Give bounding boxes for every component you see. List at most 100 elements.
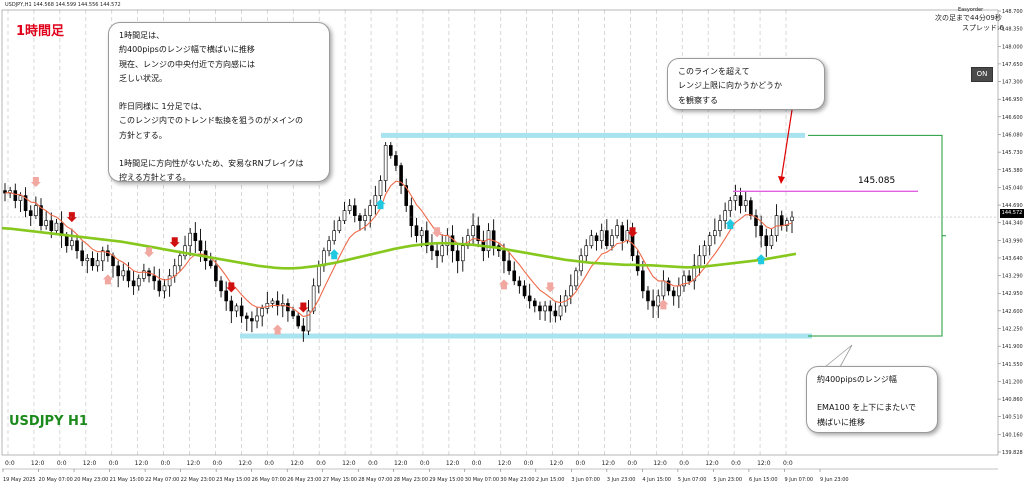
candle-body [620, 225, 625, 242]
candle-body [414, 225, 419, 237]
spread-readout: スプレッド:6 [962, 24, 1004, 32]
candle-body [733, 195, 738, 201]
x-tick-label: 4 Jun 15:00 [642, 477, 671, 483]
candle-body [301, 325, 306, 332]
faded-signal-arrow [658, 299, 669, 310]
candle-body [471, 225, 475, 237]
candle-body [162, 285, 167, 292]
candle-body [358, 215, 362, 221]
y-tick-label: 145.730 [1002, 150, 1023, 156]
y-tick-label: 142.600 [1002, 309, 1023, 315]
sell-arrow [169, 237, 180, 248]
candle-body [327, 240, 331, 252]
candle-body [527, 295, 532, 302]
candle-body [193, 232, 198, 242]
candle-body [208, 260, 213, 267]
time-tick-label: 0:0 [109, 460, 119, 467]
x-tick-label: 23 May 15:00 [216, 477, 250, 483]
analysis-line: 1時間足は、 [119, 31, 165, 40]
time-tick-label: 0:0 [57, 460, 67, 467]
x-tick-label: 20 May 23:00 [74, 477, 108, 483]
candle-body [723, 210, 727, 221]
y-tick-label: 140.860 [1002, 397, 1023, 403]
candle-body [255, 315, 259, 322]
time-tick-label: 12:0 [290, 460, 304, 467]
time-tick-label: 12:0 [187, 460, 201, 467]
buy-arrow [329, 249, 340, 260]
ea-name: Easyorder [958, 7, 984, 13]
time-tick-label: 12:0 [705, 460, 719, 467]
candle-body [368, 205, 373, 216]
candle-body [352, 205, 357, 216]
ea-toggle-button[interactable]: ON [971, 67, 993, 82]
x-tick-label: 26 May 07:00 [252, 477, 286, 483]
x-tick-label: 5 Jun 07:00 [678, 477, 707, 483]
candle-body [476, 225, 481, 242]
analysis-line: 方針とする。 [119, 130, 167, 140]
y-tick-label: 141.900 [1002, 344, 1023, 350]
candle-body [656, 295, 661, 307]
candle-body [682, 275, 686, 287]
candle-body [594, 235, 599, 242]
candle-body [64, 235, 69, 247]
candle-body [316, 265, 321, 287]
candle-body [157, 280, 162, 292]
y-tick-label: 142.950 [1002, 291, 1023, 297]
candle-body [188, 232, 192, 247]
range-callout-tail [823, 344, 853, 368]
analysis-line: 控える方針とする。 [119, 173, 191, 183]
time-tick-label: 0:0 [576, 460, 586, 467]
x-tick-label: 19 May 2025 [3, 477, 36, 483]
x-tick-label: 3 Jun 23:00 [607, 477, 636, 483]
y-tick-label: 140.160 [1002, 432, 1023, 438]
chart-title: 1時間足 [16, 24, 65, 39]
candle-body [543, 305, 547, 312]
candle-body [198, 240, 203, 252]
ema100-line [1, 226, 797, 270]
y-tick-label: 145.380 [1002, 168, 1023, 174]
candle-body [419, 230, 424, 237]
time-tick-label: 0:0 [524, 460, 534, 467]
y-tick-label: 141.550 [1002, 362, 1023, 368]
time-tick-label: 12:0 [31, 460, 45, 467]
candle-body [713, 230, 717, 237]
candle-body [615, 225, 619, 237]
candle-body [239, 305, 244, 317]
candle-body [430, 245, 434, 252]
candle-body [44, 220, 48, 226]
candle-body [749, 200, 753, 216]
candle-body [671, 290, 676, 297]
candle-body [18, 195, 23, 201]
time-tick-label: 12:0 [446, 460, 460, 467]
candle-body [363, 215, 367, 221]
x-tick-label: 30 May 23:00 [500, 477, 534, 483]
faded-signal-arrow [30, 177, 41, 188]
candle-body [373, 195, 378, 206]
analysis-line: 乏しい状況。 [119, 73, 167, 83]
candle-body [54, 222, 59, 231]
candle-body [440, 245, 445, 257]
candle-body [70, 240, 74, 247]
time-tick-label: 12:0 [394, 460, 408, 467]
moving-averages [1, 180, 797, 318]
candle-body [517, 280, 522, 287]
candle-body [178, 255, 182, 267]
y-tick-label: 148.000 [1002, 44, 1023, 50]
candle-body [229, 300, 234, 312]
y-tick-label: 148.350 [1002, 27, 1023, 33]
range-note-line: 約400pipsのレンジ幅 [817, 375, 897, 384]
candle-body [270, 300, 275, 304]
symbol-header: USDJPY,H1 144.568 144.599 144.556 144.57… [5, 2, 121, 8]
candle-body [337, 220, 342, 231]
y-tick-label: 141.200 [1002, 379, 1023, 385]
candle-body [512, 270, 517, 282]
candle-body [697, 255, 702, 267]
candle-body [424, 230, 429, 247]
time-tick-label: 12:0 [601, 460, 615, 467]
candle-body [641, 270, 645, 292]
candle-body [85, 257, 90, 262]
time-tick-label: 0:0 [783, 460, 793, 467]
range-low-band [240, 333, 812, 339]
x-tick-label: 6 Jun 15:00 [749, 477, 778, 483]
